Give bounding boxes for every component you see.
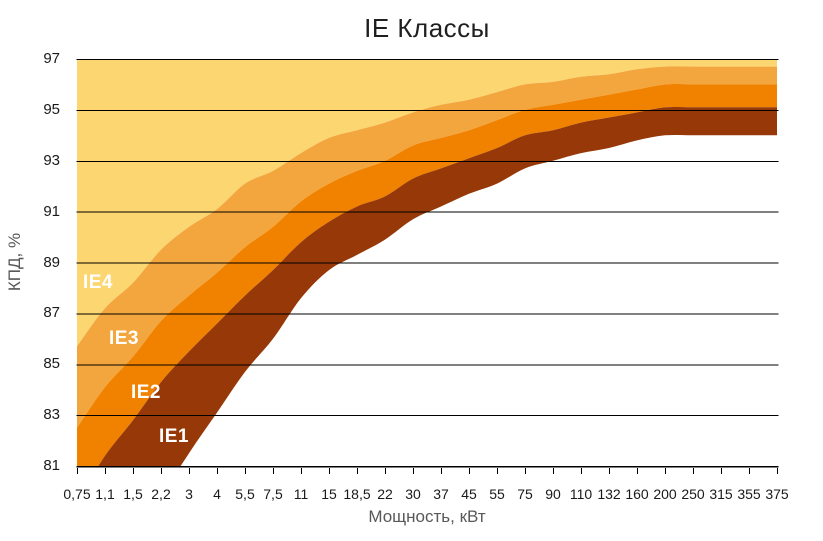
x-tick-label-11: 11 <box>293 486 309 502</box>
x-tick-label-30: 30 <box>405 486 421 502</box>
x-tick-label-4: 4 <box>213 486 221 502</box>
band-ie3 <box>77 66 777 428</box>
y-tick-label-89: 89 <box>43 253 60 271</box>
x-tick-label-132: 132 <box>597 486 621 502</box>
x-tick-label-90: 90 <box>545 486 561 502</box>
band-ie4 <box>77 59 777 347</box>
x-tick-label-110: 110 <box>569 486 593 502</box>
x-tick-label-355: 355 <box>737 486 761 502</box>
x-tick-label-0,75: 0,75 <box>63 486 91 502</box>
band-label-ie4: IE4 <box>82 272 114 293</box>
chart-title: IE Классы <box>364 13 490 43</box>
y-tick-label-85: 85 <box>43 355 60 373</box>
x-tick-label-1,1: 1,1 <box>95 486 115 502</box>
x-tick-label-160: 160 <box>625 486 649 502</box>
band-label-ie1: IE1 <box>158 426 190 447</box>
y-tick-label-81: 81 <box>43 457 60 474</box>
y-tick-label-83: 83 <box>43 406 60 424</box>
x-tick-label-3: 3 <box>185 486 193 502</box>
x-tick-label-75: 75 <box>517 486 533 502</box>
x-tick-label-22: 22 <box>377 486 393 502</box>
x-tick-label-250: 250 <box>681 486 705 502</box>
band-label-ie3: IE3 <box>108 328 140 349</box>
y-tick-label-87: 87 <box>43 304 60 322</box>
x-tick-label-200: 200 <box>653 486 677 502</box>
y-tick-label-91: 91 <box>43 202 60 220</box>
y-tick-label-93: 93 <box>43 151 60 169</box>
y-axis-title: КПД, % <box>5 232 24 292</box>
y-tick-label-97: 97 <box>43 50 60 67</box>
x-tick-label-18,5: 18,5 <box>343 486 371 502</box>
x-tick-label-7,5: 7,5 <box>263 486 283 502</box>
x-tick-label-15: 15 <box>321 486 337 502</box>
x-axis-title: Мощность, кВт <box>368 507 486 526</box>
x-tick-label-55: 55 <box>489 486 505 502</box>
x-tick-label-1,5: 1,5 <box>123 486 143 502</box>
y-tick-label-95: 95 <box>43 100 60 118</box>
x-tick-label-375: 375 <box>765 486 789 502</box>
x-tick-label-37: 37 <box>433 486 449 502</box>
band-ie1 <box>98 106 777 467</box>
band-label-ie2: IE2 <box>130 382 162 403</box>
x-tick-label-45: 45 <box>461 486 477 502</box>
band-ie2 <box>77 84 777 467</box>
x-tick-label-2,2: 2,2 <box>151 486 171 502</box>
x-tick-label-315: 315 <box>709 486 733 502</box>
x-tick-label-5,5: 5,5 <box>235 486 255 502</box>
